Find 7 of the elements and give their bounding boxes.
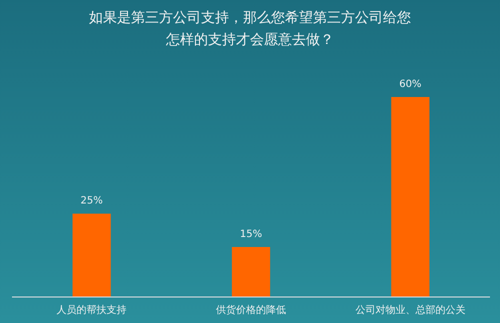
x-tick-label: 供货价格的降低 (216, 304, 286, 316)
chart-title: 如果是第三方公司支持，那么您希望第三方公司给您怎样的支持才会愿意去做？ (89, 10, 411, 48)
data-label: 60% (399, 79, 422, 90)
x-tick-label: 人员的帮扶支持 (56, 304, 127, 316)
data-label: 15% (240, 229, 262, 240)
x-tick-label: 公司对物业、总部的公关 (355, 304, 466, 316)
data-label: 25% (80, 196, 103, 207)
